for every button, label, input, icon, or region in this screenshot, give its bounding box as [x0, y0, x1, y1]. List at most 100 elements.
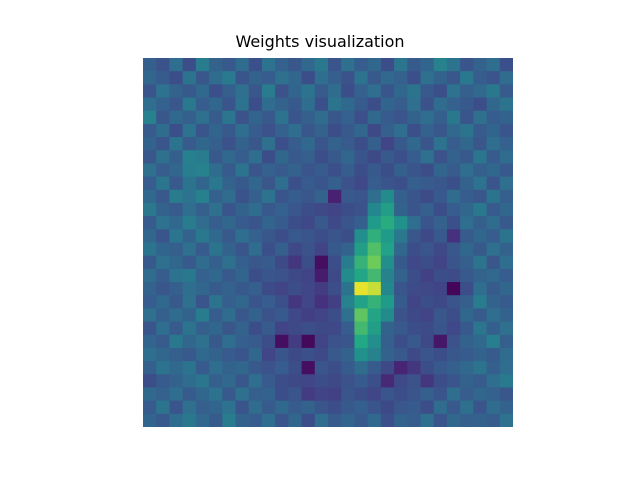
heatmap-cell	[169, 268, 184, 283]
heatmap-cell	[460, 374, 474, 389]
heatmap-cell	[380, 347, 395, 362]
heatmap-cell	[367, 163, 382, 178]
heatmap-cell	[301, 123, 316, 138]
heatmap-cell	[473, 282, 488, 296]
heatmap-cell	[288, 150, 303, 165]
heatmap-cell	[235, 255, 250, 270]
heatmap-cell	[169, 282, 184, 296]
heatmap-cell	[446, 71, 461, 85]
heatmap-cell	[420, 242, 435, 257]
heatmap-cell	[288, 413, 303, 427]
heatmap-cell	[222, 176, 237, 191]
heatmap-cell	[288, 176, 303, 191]
heatmap-cell	[380, 268, 395, 283]
heatmap-cell	[433, 84, 448, 99]
heatmap-cell	[314, 58, 329, 72]
heatmap-cell	[394, 400, 408, 415]
heatmap-cell	[367, 189, 382, 204]
heatmap-cell	[209, 308, 223, 323]
heatmap-cell	[314, 242, 329, 257]
heatmap-cell	[328, 374, 342, 389]
heatmap-cell	[380, 202, 395, 217]
heatmap-cell	[275, 71, 289, 85]
heatmap-cell	[341, 150, 356, 165]
heatmap-cell	[195, 400, 210, 415]
heatmap-cell	[367, 110, 382, 125]
heatmap-cell	[301, 216, 316, 230]
heatmap-cell	[182, 387, 197, 402]
heatmap-cell	[473, 347, 488, 362]
heatmap-cell	[156, 268, 171, 283]
heatmap-cell	[354, 229, 369, 244]
heatmap-cell	[446, 295, 461, 309]
heatmap-cell	[460, 361, 474, 375]
heatmap-cell	[473, 413, 488, 427]
heatmap-cell	[380, 189, 395, 204]
heatmap-cell	[156, 400, 171, 415]
heatmap-cell	[143, 71, 157, 85]
heatmap-cell	[460, 387, 474, 402]
heatmap-cell	[248, 321, 263, 336]
heatmap-cell	[460, 400, 474, 415]
heatmap-cell	[314, 413, 329, 427]
heatmap-cell	[261, 123, 276, 138]
heatmap-cell	[195, 123, 210, 138]
heatmap-cell	[143, 282, 157, 296]
heatmap-cell	[195, 268, 210, 283]
heatmap-cell	[407, 163, 422, 178]
heatmap-cell	[288, 308, 303, 323]
heatmap-cell	[301, 321, 316, 336]
heatmap-cell	[486, 110, 501, 125]
heatmap-cell	[420, 268, 435, 283]
heatmap-cell	[156, 347, 171, 362]
heatmap-cell	[446, 334, 461, 349]
heatmap-cell	[394, 97, 408, 112]
heatmap-cell	[314, 163, 329, 178]
heatmap-cell	[235, 58, 250, 72]
heatmap-cell	[235, 137, 250, 151]
heatmap-cell	[156, 242, 171, 257]
heatmap-cell	[433, 150, 448, 165]
heatmap-cell	[420, 84, 435, 99]
heatmap-cell	[486, 229, 501, 244]
heatmap-cell	[473, 387, 488, 402]
heatmap-cell	[209, 84, 223, 99]
heatmap-cell	[314, 202, 329, 217]
heatmap-cell	[433, 374, 448, 389]
heatmap-cell	[341, 137, 356, 151]
heatmap-cell	[420, 321, 435, 336]
heatmap-cell	[156, 163, 171, 178]
heatmap-cell	[354, 202, 369, 217]
heatmap-cell	[486, 347, 501, 362]
heatmap-cell	[182, 308, 197, 323]
heatmap-cell	[143, 334, 157, 349]
heatmap-cell	[235, 282, 250, 296]
heatmap-cell	[473, 150, 488, 165]
heatmap-cell	[328, 189, 342, 204]
heatmap-cell	[314, 189, 329, 204]
heatmap-cell	[182, 282, 197, 296]
heatmap-cell	[460, 255, 474, 270]
heatmap-cell	[354, 387, 369, 402]
heatmap-cell	[420, 361, 435, 375]
heatmap-cell	[328, 229, 342, 244]
heatmap-cell	[420, 413, 435, 427]
heatmap-cell	[235, 413, 250, 427]
heatmap-cell	[288, 163, 303, 178]
heatmap-cell	[301, 400, 316, 415]
heatmap-cell	[314, 150, 329, 165]
heatmap-cell	[473, 84, 488, 99]
heatmap-cell	[380, 413, 395, 427]
heatmap-cell	[169, 242, 184, 257]
heatmap-cell	[354, 268, 369, 283]
heatmap-cell	[222, 202, 237, 217]
heatmap-cell	[486, 282, 501, 296]
heatmap-cell	[143, 150, 157, 165]
heatmap-cell	[156, 321, 171, 336]
heatmap-cell	[407, 176, 422, 191]
heatmap-cell	[235, 97, 250, 112]
heatmap-cell	[275, 347, 289, 362]
heatmap-cell	[433, 71, 448, 85]
heatmap-cell	[301, 242, 316, 257]
heatmap-cell	[328, 361, 342, 375]
